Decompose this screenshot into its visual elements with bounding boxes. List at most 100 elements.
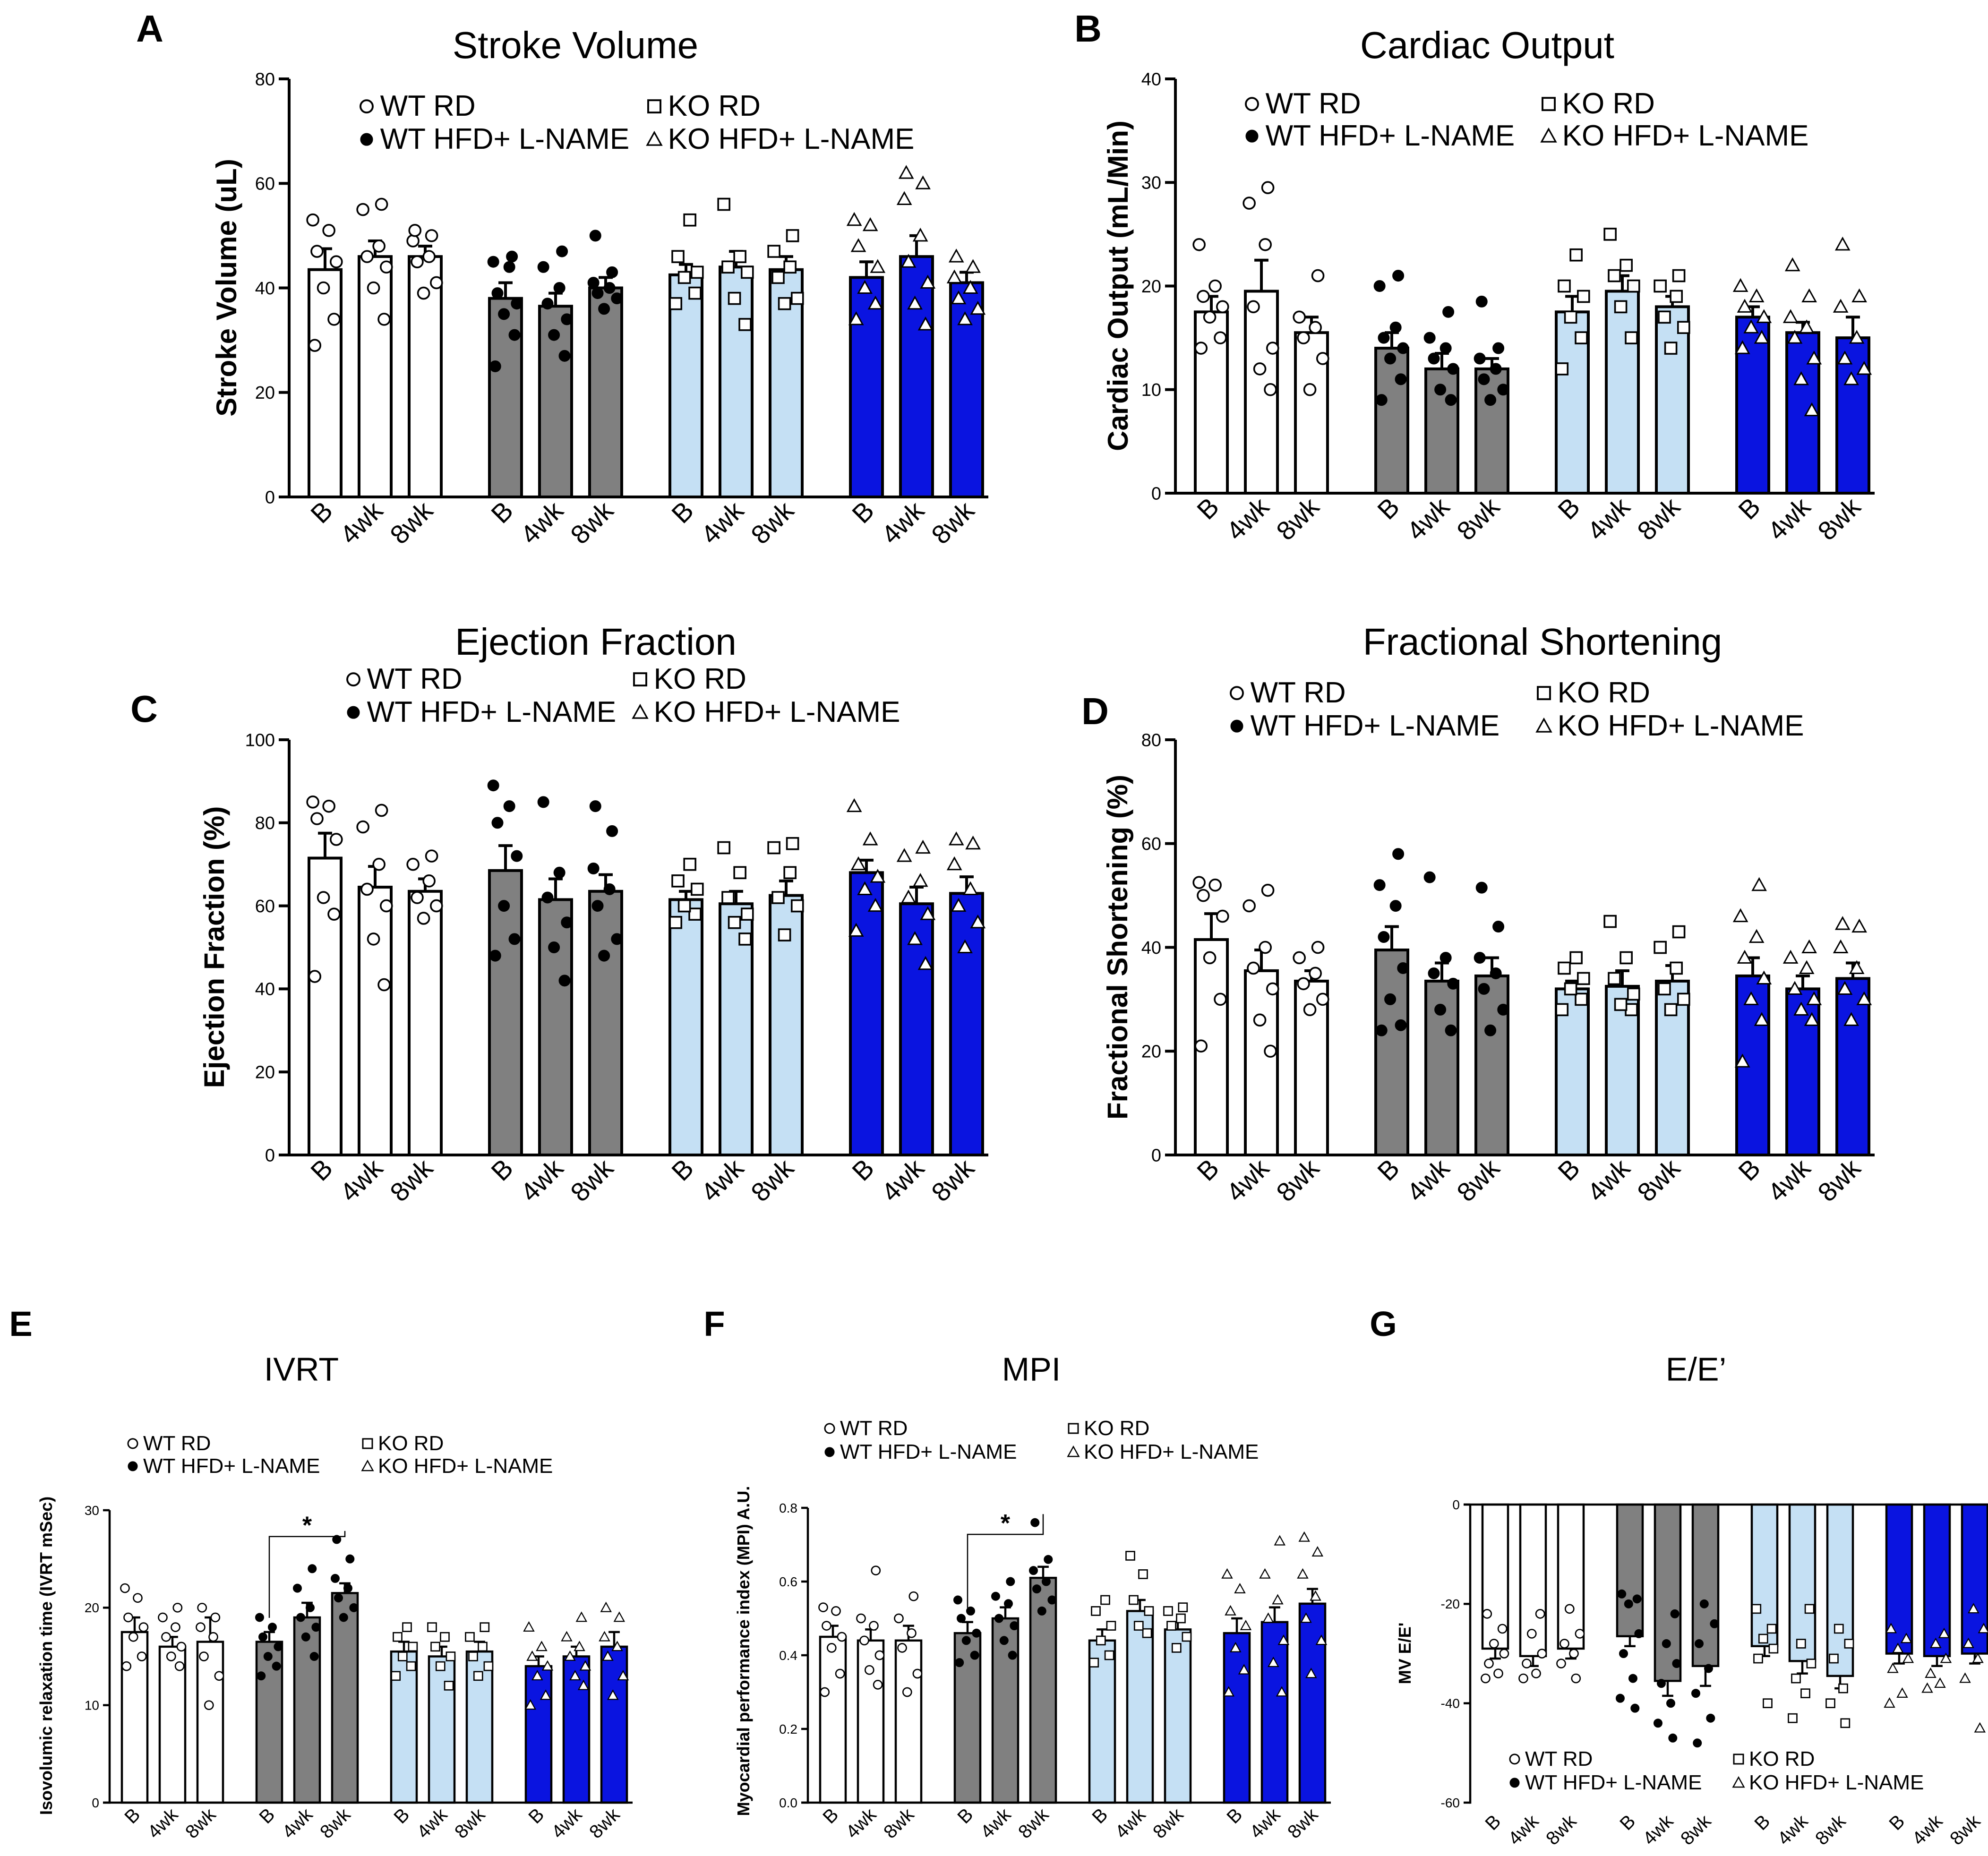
data-point xyxy=(210,1612,221,1623)
data-point xyxy=(1214,992,1227,1006)
bar-wt-hfd-8wk xyxy=(1474,974,1509,1156)
data-point xyxy=(1564,1604,1575,1614)
data-point xyxy=(1482,1609,1492,1619)
data-point xyxy=(569,1670,581,1681)
data-point xyxy=(121,1661,132,1671)
data-point xyxy=(691,265,704,279)
data-point xyxy=(1230,1642,1242,1652)
data-point xyxy=(733,250,746,263)
data-point xyxy=(411,255,424,268)
data-point xyxy=(1627,987,1640,1001)
data-point xyxy=(1194,1039,1208,1053)
data-point xyxy=(1625,1003,1638,1017)
data-point xyxy=(917,956,934,970)
data-point xyxy=(741,907,754,921)
data-point xyxy=(867,295,883,310)
data-point xyxy=(166,1651,176,1661)
data-point xyxy=(1197,889,1210,902)
panel-letter: D xyxy=(1081,690,1109,732)
data-point xyxy=(778,297,791,310)
data-point xyxy=(123,1612,133,1623)
panel-letter: A xyxy=(136,8,163,50)
legend-label: KO HFD+ L-NAME xyxy=(1084,1440,1259,1463)
data-point xyxy=(531,1670,543,1681)
data-point xyxy=(1104,1650,1114,1660)
data-point xyxy=(1670,1609,1680,1618)
data-point xyxy=(1934,1677,1946,1688)
panel-letter: B xyxy=(1074,8,1102,50)
y-tick-label: 0.8 xyxy=(779,1501,797,1515)
data-point xyxy=(1166,1621,1176,1631)
data-point xyxy=(1264,1044,1277,1058)
data-point xyxy=(1375,1024,1388,1036)
data-point xyxy=(848,311,864,325)
data-point xyxy=(1047,1595,1057,1605)
data-point xyxy=(158,1612,168,1623)
legend-symbol xyxy=(824,1423,835,1434)
data-point xyxy=(1192,876,1206,889)
data-point xyxy=(305,1603,315,1612)
data-point xyxy=(138,1622,149,1632)
data-point xyxy=(1569,951,1583,965)
data-point xyxy=(1837,351,1853,365)
legend-symbol xyxy=(1509,1778,1520,1788)
data-point xyxy=(1840,1718,1851,1728)
data-point xyxy=(1089,1658,1099,1668)
data-point xyxy=(1309,321,1322,334)
data-point xyxy=(1782,949,1799,964)
data-point xyxy=(1266,982,1279,996)
y-tick-label: 0.4 xyxy=(779,1648,797,1663)
data-point xyxy=(717,841,730,855)
data-point xyxy=(1653,1719,1662,1728)
data-point xyxy=(1384,352,1397,365)
data-point xyxy=(848,923,864,937)
data-point xyxy=(741,265,754,279)
data-point xyxy=(1298,1531,1310,1542)
data-point xyxy=(1497,384,1509,396)
data-point xyxy=(965,259,981,273)
legend-label: KO RD xyxy=(1084,1417,1149,1440)
data-point xyxy=(1133,1621,1144,1631)
data-point xyxy=(255,1613,264,1622)
data-point xyxy=(738,932,752,946)
data-point xyxy=(548,329,560,341)
data-point xyxy=(345,1554,355,1564)
legend-label: KO RD xyxy=(1749,1747,1815,1770)
data-point xyxy=(440,1632,450,1642)
legend-label: KO RD xyxy=(654,663,746,695)
data-point xyxy=(669,297,683,310)
data-point xyxy=(309,1652,319,1661)
data-point xyxy=(957,1614,966,1623)
data-point xyxy=(962,881,978,895)
data-point xyxy=(537,796,549,808)
data-point xyxy=(671,250,685,263)
bar-ko-hfd-b xyxy=(849,276,884,498)
y-axis-label: Isovolumic relaxation time (IVRT mSec) xyxy=(36,1497,56,1815)
data-point xyxy=(598,303,610,315)
data-point xyxy=(683,857,696,871)
y-axis-label: Cardiac Output (mL/Min) xyxy=(1102,120,1134,451)
legend-label: WT RD xyxy=(143,1432,211,1455)
y-tick-label: 40 xyxy=(255,980,275,1000)
legend-symbol xyxy=(824,1447,835,1457)
data-point xyxy=(536,1641,548,1651)
data-point xyxy=(1445,1024,1457,1036)
data-point xyxy=(1793,371,1809,385)
data-point xyxy=(1788,1713,1798,1723)
data-point xyxy=(1849,960,1865,974)
data-point xyxy=(523,1621,535,1632)
data-point xyxy=(317,281,330,295)
data-point xyxy=(1833,939,1849,954)
data-point xyxy=(1208,279,1222,293)
bar-wt-hfd-b xyxy=(1616,1503,1644,1637)
data-point xyxy=(377,313,391,326)
data-point xyxy=(1887,1662,1899,1673)
data-point xyxy=(1834,236,1851,251)
legend-label: WT RD xyxy=(1525,1747,1593,1770)
y-tick-label: 20 xyxy=(1141,1042,1161,1062)
data-point xyxy=(526,1650,538,1661)
data-point xyxy=(327,313,341,326)
data-point xyxy=(1625,331,1638,344)
data-point xyxy=(831,1606,841,1616)
data-point xyxy=(1940,1652,1952,1663)
